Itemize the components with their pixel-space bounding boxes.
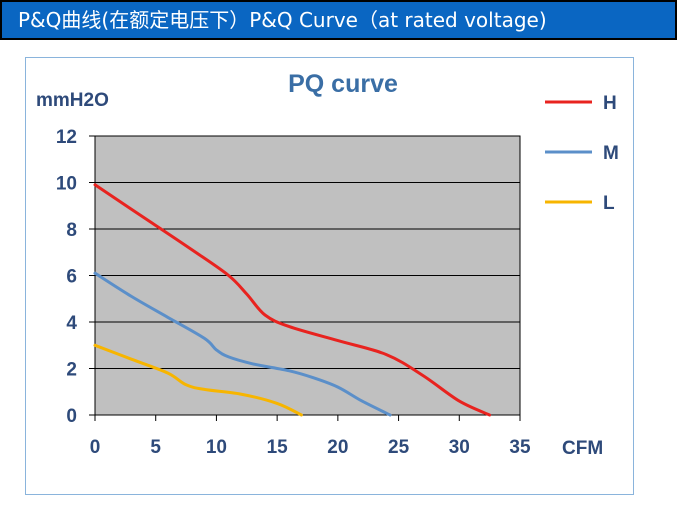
y-tick-label: 10 <box>56 174 77 195</box>
x-tick-label: 0 <box>90 437 101 458</box>
grid-lines <box>95 182 520 369</box>
x-tick-label: 20 <box>327 437 348 458</box>
series-lines <box>93 183 492 417</box>
legend-label-H: H <box>603 93 617 114</box>
x-tick-label: 5 <box>150 437 161 458</box>
series-line-H <box>93 183 492 417</box>
x-tick-label: 30 <box>449 437 470 458</box>
legend: H M L <box>545 93 619 214</box>
y-tick-label: 0 <box>66 406 77 427</box>
y-axis-label: mmH2O <box>36 90 109 111</box>
x-tick-label: 10 <box>206 437 227 458</box>
x-tick-label: 15 <box>267 437 289 458</box>
y-tick-label: 2 <box>66 360 77 381</box>
legend-label-M: M <box>603 143 619 164</box>
series-line-M <box>93 271 392 417</box>
x-tick-label: 35 <box>509 437 531 458</box>
series-line-L <box>93 343 303 417</box>
chart-title: PQ curve <box>288 70 398 98</box>
y-tick-label: 6 <box>66 267 77 288</box>
y-tick-label: 4 <box>66 313 77 334</box>
x-tick-label: 25 <box>388 437 410 458</box>
y-tick-label: 12 <box>56 127 77 148</box>
banner-title: P&Q曲线(在额定电压下）P&Q Curve（at rated voltage) <box>18 8 547 32</box>
axis-ticks: 0 2 4 6 8 10 12 0 5 10 15 20 25 30 35 <box>56 127 531 458</box>
y-tick-label: 8 <box>66 220 77 241</box>
legend-label-L: L <box>603 193 615 214</box>
page-banner: P&Q曲线(在额定电压下）P&Q Curve（at rated voltage) <box>0 0 677 40</box>
x-axis-label: CFM <box>562 438 603 459</box>
